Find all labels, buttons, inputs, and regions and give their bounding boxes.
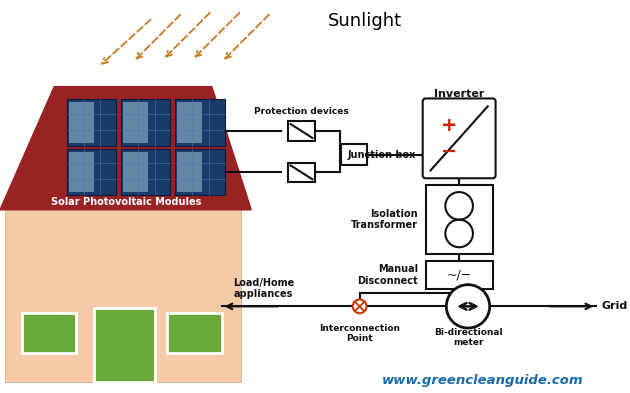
FancyBboxPatch shape (123, 103, 148, 143)
FancyBboxPatch shape (178, 152, 202, 192)
FancyBboxPatch shape (168, 313, 222, 353)
FancyBboxPatch shape (341, 144, 367, 165)
FancyBboxPatch shape (423, 99, 496, 178)
Text: Manual
Disconnect: Manual Disconnect (357, 264, 418, 286)
FancyBboxPatch shape (121, 99, 171, 146)
Text: Protection devices: Protection devices (254, 107, 349, 116)
Text: www.greencleanguide.com: www.greencleanguide.com (382, 374, 583, 387)
Text: Grid: Grid (601, 301, 627, 311)
Text: ~/−: ~/− (447, 268, 472, 281)
Circle shape (446, 285, 490, 328)
Text: Interconnection
Point: Interconnection Point (319, 324, 400, 343)
FancyBboxPatch shape (426, 261, 493, 288)
FancyBboxPatch shape (426, 185, 493, 254)
FancyBboxPatch shape (121, 149, 171, 195)
Text: Bi-directional
meter: Bi-directional meter (433, 328, 502, 347)
FancyBboxPatch shape (123, 152, 148, 192)
Text: Junction box: Junction box (347, 150, 416, 160)
FancyBboxPatch shape (175, 99, 225, 146)
FancyBboxPatch shape (178, 103, 202, 143)
FancyBboxPatch shape (69, 103, 94, 143)
FancyBboxPatch shape (5, 205, 241, 382)
FancyBboxPatch shape (288, 121, 315, 141)
Text: −: − (441, 142, 457, 161)
FancyBboxPatch shape (69, 152, 94, 192)
Text: Isolation
Transformer: Isolation Transformer (351, 209, 418, 230)
Text: Sunlight: Sunlight (328, 12, 401, 29)
FancyBboxPatch shape (288, 163, 315, 182)
Polygon shape (0, 86, 251, 210)
FancyBboxPatch shape (123, 152, 148, 192)
FancyBboxPatch shape (178, 103, 202, 143)
FancyBboxPatch shape (69, 103, 94, 143)
Text: Solar Photovoltaic Modules: Solar Photovoltaic Modules (51, 197, 202, 207)
FancyBboxPatch shape (67, 149, 117, 195)
Circle shape (353, 299, 367, 313)
FancyBboxPatch shape (67, 99, 117, 146)
FancyBboxPatch shape (175, 149, 225, 195)
FancyBboxPatch shape (94, 309, 155, 382)
FancyBboxPatch shape (178, 152, 202, 192)
FancyBboxPatch shape (69, 152, 94, 192)
FancyBboxPatch shape (21, 313, 76, 353)
Text: +: + (441, 116, 457, 134)
Text: Inverter: Inverter (434, 88, 484, 99)
FancyBboxPatch shape (123, 103, 148, 143)
Text: Load/Home
appliances: Load/Home appliances (234, 278, 295, 299)
